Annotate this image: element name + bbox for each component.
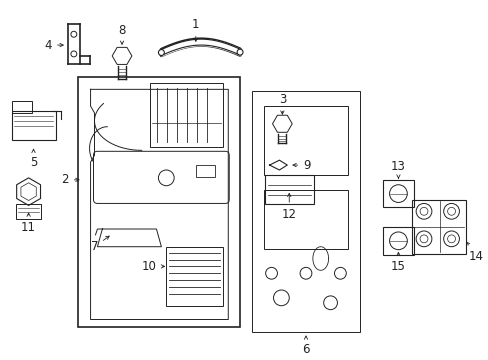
Bar xyxy=(263,106,347,175)
Bar xyxy=(12,111,56,140)
Text: 12: 12 xyxy=(281,193,296,221)
Bar xyxy=(166,247,223,306)
Bar xyxy=(251,91,359,332)
Text: 14: 14 xyxy=(466,242,483,263)
Bar xyxy=(264,175,313,204)
Text: 15: 15 xyxy=(390,252,405,273)
Text: 6: 6 xyxy=(302,336,309,356)
Bar xyxy=(382,180,413,207)
Bar xyxy=(12,101,32,113)
Text: 5: 5 xyxy=(30,149,37,168)
Text: 13: 13 xyxy=(390,159,405,178)
Text: 9: 9 xyxy=(292,158,310,172)
Text: 11: 11 xyxy=(21,213,36,234)
Bar xyxy=(195,165,215,177)
Bar xyxy=(78,77,240,327)
Text: 4: 4 xyxy=(44,39,63,51)
Bar xyxy=(16,204,41,219)
Text: 7: 7 xyxy=(91,236,109,253)
Text: 8: 8 xyxy=(118,24,125,44)
Text: 10: 10 xyxy=(142,260,164,273)
Bar xyxy=(263,190,347,249)
Circle shape xyxy=(158,50,164,55)
Bar xyxy=(149,84,223,147)
Text: 1: 1 xyxy=(192,18,199,41)
Bar xyxy=(382,227,413,255)
Text: 2: 2 xyxy=(61,173,79,186)
Text: 3: 3 xyxy=(278,93,285,114)
Bar xyxy=(411,199,466,253)
Circle shape xyxy=(237,49,243,55)
